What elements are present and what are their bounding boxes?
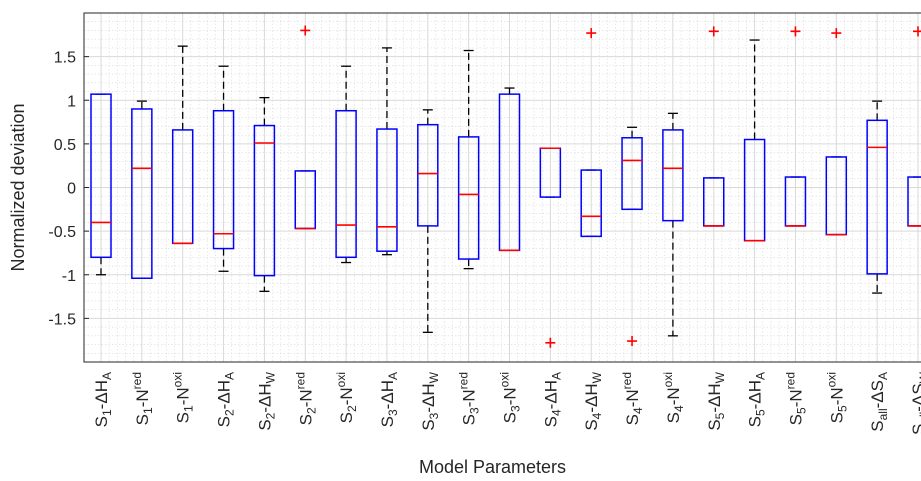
box-group: [539, 147, 562, 348]
box-group: [457, 49, 480, 270]
box-group: [376, 47, 398, 256]
outlier: [545, 337, 556, 348]
box-group: [907, 26, 921, 227]
box-group: [784, 26, 807, 227]
box: [131, 108, 153, 279]
box-group: [417, 109, 439, 333]
box: [457, 136, 480, 260]
y-tick-label: -0.5: [48, 224, 76, 241]
outlier: [708, 26, 719, 37]
y-tick-label: 0: [67, 181, 76, 198]
y-axis-label: Normalized deviation: [8, 103, 28, 271]
x-category-label: S4-Nred: [620, 372, 645, 425]
box-group: [743, 39, 766, 242]
y-tick-label: -1.5: [48, 311, 76, 328]
box-group: [294, 25, 316, 230]
box-group: [703, 26, 725, 227]
outlier: [627, 336, 638, 347]
y-tick-label: 1: [67, 93, 76, 110]
box-group: [131, 100, 153, 279]
y-ticks: -1.5 -1 -0.5 0 0.5 1 1.5: [48, 50, 89, 328]
x-category-label: S5-ΔHA: [746, 372, 768, 427]
x-axis-label: Model Parameters: [419, 457, 566, 477]
box: [335, 109, 357, 259]
box: [376, 128, 398, 252]
box: [866, 119, 888, 275]
x-category-label: S1-Nred: [130, 372, 155, 425]
box: [621, 137, 643, 211]
grid: [84, 12, 921, 363]
x-category-label: S5-ΔHW: [705, 371, 727, 430]
outlier: [300, 25, 311, 36]
x-category-label: S1-ΔHA: [92, 372, 114, 427]
x-category-label: S3-ΔHA: [378, 372, 400, 427]
box-group: [580, 28, 602, 238]
box: [417, 123, 439, 227]
box-group: [866, 100, 888, 294]
box-group: [335, 65, 357, 264]
x-category-label: S3-Nred: [457, 372, 482, 425]
box-group: [171, 45, 194, 245]
outlier: [831, 28, 842, 39]
box-group: [498, 87, 521, 252]
x-category-label: Sall-ΔSA: [868, 372, 890, 432]
x-category-label: S4-ΔHA: [541, 372, 563, 427]
x-category-label: S5-Nred: [783, 372, 808, 425]
x-category-label: S3-Noxi: [498, 372, 523, 423]
y-tick-label: 1.5: [54, 50, 76, 67]
box-group: [621, 126, 643, 347]
outlier: [913, 26, 921, 37]
box-group: [825, 28, 848, 236]
box: [253, 124, 276, 277]
box-group: [253, 96, 276, 292]
box: [212, 109, 235, 250]
box-group: [212, 65, 235, 272]
boxes: [90, 25, 921, 348]
x-category-label: S3-ΔHW: [419, 371, 441, 430]
box-group: [662, 112, 684, 337]
outlier: [586, 28, 597, 39]
box: [662, 129, 684, 222]
x-category-label: S4-Noxi: [661, 372, 686, 423]
outlier: [790, 26, 801, 37]
x-category-label: S2-ΔHA: [215, 372, 237, 427]
x-category-label: S2-Nred: [293, 372, 318, 425]
y-tick-label: -1: [62, 268, 76, 285]
x-category-label: S2-ΔHW: [255, 371, 277, 430]
x-category-label: S5-Noxi: [824, 372, 849, 423]
x-categories: S1-ΔHA S1-Nred S1-Noxi S2-ΔHA S2-ΔHW S2-Nred S…: [92, 371, 921, 435]
box: [907, 176, 921, 227]
x-category-label: S1-Noxi: [171, 372, 196, 423]
box: [90, 93, 112, 259]
x-category-label: S4-ΔHW: [582, 371, 604, 430]
box-group: [90, 93, 112, 276]
y-tick-label: 0.5: [54, 137, 76, 154]
x-category-label: S2-Noxi: [334, 372, 359, 423]
box: [580, 169, 602, 238]
x-category-label: Sall-ΔSW: [909, 371, 921, 435]
